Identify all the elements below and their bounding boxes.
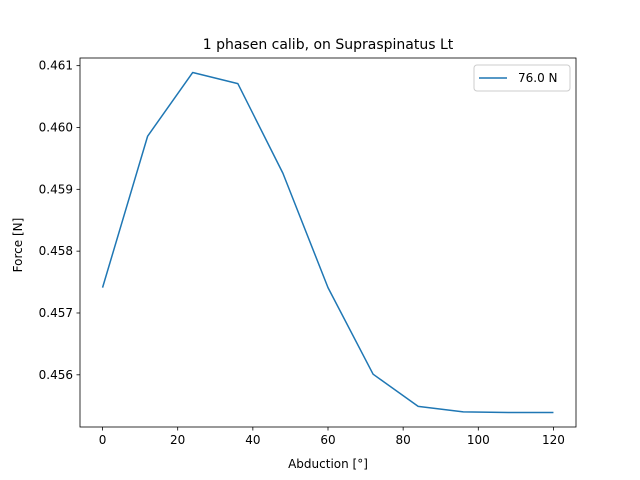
x-tick-label: 20 (170, 433, 185, 447)
x-tick-label: 100 (467, 433, 490, 447)
chart-title: 1 phasen calib, on Supraspinatus Lt (203, 37, 454, 53)
y-tick-label: 0.456 (39, 368, 73, 382)
y-tick-label: 0.459 (39, 182, 73, 196)
legend-label: 76.0 N (518, 71, 558, 85)
y-tick-label: 0.460 (39, 120, 73, 134)
legend-box (473, 64, 571, 92)
y-axis: 0.456 0.457 0.458 0.459 0.460 0.461 (39, 59, 80, 382)
x-axis-label: Abduction [°] (288, 457, 368, 471)
x-axis: 0 20 40 60 80 100 120 (99, 427, 565, 447)
legend: 76.0 N (473, 64, 571, 92)
series-line-0 (101, 71, 554, 414)
y-tick-label: 0.458 (39, 244, 73, 258)
y-tick-label: 0.461 (39, 59, 73, 73)
x-tick-label: 0 (99, 433, 107, 447)
x-tick-label: 120 (542, 433, 565, 447)
x-tick-label: 80 (396, 433, 411, 447)
x-tick-label: 40 (245, 433, 260, 447)
x-tick-label: 60 (320, 433, 335, 447)
y-tick-label: 0.457 (39, 306, 73, 320)
y-axis-label: Force [N] (11, 218, 25, 273)
